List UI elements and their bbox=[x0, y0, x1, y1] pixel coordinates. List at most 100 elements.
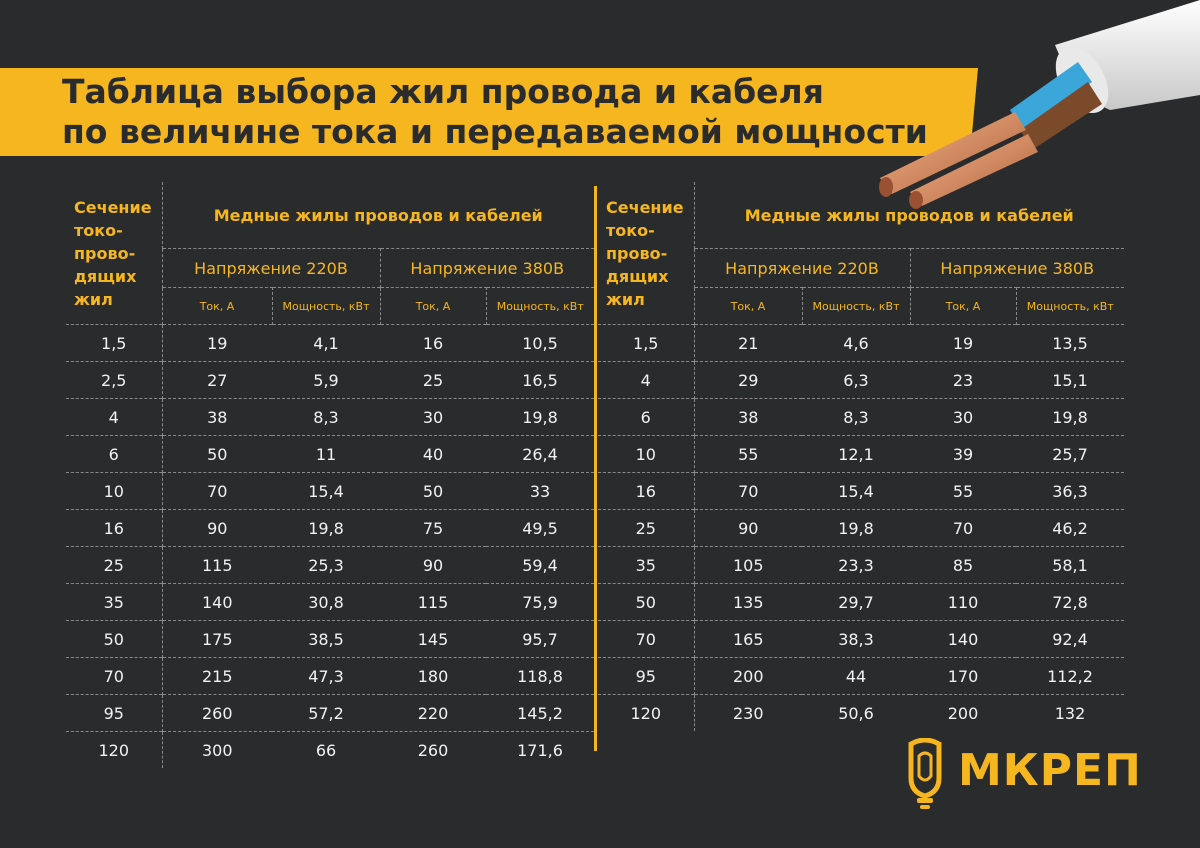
left-cell-current-220: 50 bbox=[161, 435, 272, 473]
left-cell-current-220: 115 bbox=[161, 546, 272, 584]
left-cell-power-380: 10,5 bbox=[486, 324, 594, 362]
header-current-220-right: Ток, А bbox=[693, 287, 803, 325]
left-cell-section: 35 bbox=[66, 583, 162, 621]
right-cell-power-220: 8,3 bbox=[802, 398, 910, 436]
left-cell-power-220: 15,4 bbox=[272, 472, 380, 510]
left-cell-current-380: 30 bbox=[380, 398, 486, 436]
left-cell-current-220: 19 bbox=[161, 324, 272, 362]
right-cell-current-380: 55 bbox=[910, 472, 1016, 510]
left-cell-section: 2,5 bbox=[66, 361, 162, 399]
left-cell-power-380: 49,5 bbox=[486, 509, 594, 547]
right-cell-power-220: 15,4 bbox=[802, 472, 910, 510]
left-cell-current-220: 300 bbox=[161, 731, 272, 768]
left-cell-current-380: 90 bbox=[380, 546, 486, 584]
table-row: 25 115 25,3 90 59,4 bbox=[66, 546, 594, 584]
left-cell-power-380: 33 bbox=[486, 472, 594, 510]
right-cell-current-380: 70 bbox=[910, 509, 1016, 547]
right-cell-current-220: 29 bbox=[693, 361, 802, 399]
left-cell-current-220: 260 bbox=[161, 694, 272, 732]
right-cell-current-380: 110 bbox=[910, 583, 1016, 621]
left-cell-section: 25 bbox=[66, 546, 162, 584]
header-380-left: Напряжение 380В bbox=[380, 248, 594, 288]
right-cell-current-220: 135 bbox=[693, 583, 802, 621]
header-current-380-left: Ток, А bbox=[380, 287, 487, 325]
header-section-right: Сечение токо- прово- дящих жил bbox=[606, 197, 684, 309]
table-left: Сечение токо- прово- дящих жил Медные жи… bbox=[66, 182, 594, 768]
table-row: 2,5 27 5,9 25 16,5 bbox=[66, 361, 594, 399]
right-cell-power-380: 92,4 bbox=[1016, 620, 1124, 658]
left-cell-current-380: 260 bbox=[380, 731, 486, 768]
header-section-left: Сечение токо- прово- дящих жил bbox=[74, 197, 152, 309]
table-row: 16 70 15,4 55 36,3 bbox=[598, 472, 1124, 510]
right-cell-power-220: 44 bbox=[802, 657, 910, 695]
right-cell-power-220: 23,3 bbox=[802, 546, 910, 584]
left-cell-power-380: 95,7 bbox=[486, 620, 594, 658]
right-cell-power-220: 29,7 bbox=[802, 583, 910, 621]
header-380-right: Напряжение 380В bbox=[910, 248, 1124, 288]
left-cell-current-220: 27 bbox=[161, 361, 272, 399]
title-line-1: Таблица выбора жил провода и кабеля bbox=[62, 72, 824, 111]
table-row: 50 175 38,5 145 95,7 bbox=[66, 620, 594, 658]
left-cell-current-220: 90 bbox=[161, 509, 272, 547]
left-cell-current-380: 145 bbox=[380, 620, 486, 658]
table-right: Сечение токо- прово- дящих жил Медные жи… bbox=[598, 182, 1124, 731]
table-row: 4 38 8,3 30 19,8 bbox=[66, 398, 594, 436]
table-row: 35 105 23,3 85 58,1 bbox=[598, 546, 1124, 584]
left-cell-section: 95 bbox=[66, 694, 162, 732]
header-power-380-right: Мощность, кВт bbox=[1016, 287, 1124, 325]
right-cell-section: 70 bbox=[598, 620, 694, 658]
right-cell-power-380: 25,7 bbox=[1016, 435, 1124, 473]
left-cell-current-380: 25 bbox=[380, 361, 486, 399]
left-cell-section: 4 bbox=[66, 398, 162, 436]
right-cell-current-380: 200 bbox=[910, 694, 1016, 731]
right-cell-current-380: 39 bbox=[910, 435, 1016, 473]
right-cell-current-220: 38 bbox=[693, 398, 802, 436]
page-title: Таблица выбора жил провода и кабеля по в… bbox=[62, 72, 928, 152]
left-cell-power-380: 75,9 bbox=[486, 583, 594, 621]
left-cell-current-380: 50 bbox=[380, 472, 486, 510]
table-row: 50 135 29,7 110 72,8 bbox=[598, 583, 1124, 621]
header-power-220-right: Мощность, кВт bbox=[802, 287, 911, 325]
left-cell-power-380: 59,4 bbox=[486, 546, 594, 584]
left-cell-current-220: 140 bbox=[161, 583, 272, 621]
right-cell-power-220: 19,8 bbox=[802, 509, 910, 547]
table-row: 120 300 66 260 171,6 bbox=[66, 731, 594, 768]
left-cell-section: 6 bbox=[66, 435, 162, 473]
right-cell-section: 1,5 bbox=[598, 324, 694, 362]
left-cell-power-220: 19,8 bbox=[272, 509, 380, 547]
header-copper-left: Медные жилы проводов и кабелей bbox=[161, 182, 594, 249]
left-cell-power-220: 11 bbox=[272, 435, 380, 473]
table-row: 120 230 50,6 200 132 bbox=[598, 694, 1124, 731]
left-cell-power-220: 66 bbox=[272, 731, 380, 768]
left-cell-power-380: 16,5 bbox=[486, 361, 594, 399]
left-cell-current-380: 75 bbox=[380, 509, 486, 547]
header-copper-right: Медные жилы проводов и кабелей bbox=[693, 182, 1124, 249]
left-cell-section: 16 bbox=[66, 509, 162, 547]
table-row: 25 90 19,8 70 46,2 bbox=[598, 509, 1124, 547]
left-cell-power-220: 30,8 bbox=[272, 583, 380, 621]
left-cell-current-380: 16 bbox=[380, 324, 486, 362]
left-cell-current-220: 215 bbox=[161, 657, 272, 695]
table-row: 4 29 6,3 23 15,1 bbox=[598, 361, 1124, 399]
right-cell-power-220: 6,3 bbox=[802, 361, 910, 399]
right-cell-section: 35 bbox=[598, 546, 694, 584]
right-cell-current-380: 30 bbox=[910, 398, 1016, 436]
right-cell-power-220: 12,1 bbox=[802, 435, 910, 473]
right-cell-current-220: 165 bbox=[693, 620, 802, 658]
right-cell-section: 95 bbox=[598, 657, 694, 695]
left-cell-current-380: 180 bbox=[380, 657, 486, 695]
left-cell-power-220: 8,3 bbox=[272, 398, 380, 436]
left-cell-power-380: 145,2 bbox=[486, 694, 594, 732]
right-cell-section: 16 bbox=[598, 472, 694, 510]
right-cell-current-380: 140 bbox=[910, 620, 1016, 658]
right-cell-current-380: 170 bbox=[910, 657, 1016, 695]
left-cell-power-380: 118,8 bbox=[486, 657, 594, 695]
left-cell-power-220: 57,2 bbox=[272, 694, 380, 732]
left-cell-current-220: 38 bbox=[161, 398, 272, 436]
left-cell-power-220: 38,5 bbox=[272, 620, 380, 658]
left-cell-current-220: 70 bbox=[161, 472, 272, 510]
right-cell-power-380: 58,1 bbox=[1016, 546, 1124, 584]
header-power-380-left: Мощность, кВт bbox=[486, 287, 594, 325]
table-row: 10 55 12,1 39 25,7 bbox=[598, 435, 1124, 473]
right-cell-power-380: 19,8 bbox=[1016, 398, 1124, 436]
